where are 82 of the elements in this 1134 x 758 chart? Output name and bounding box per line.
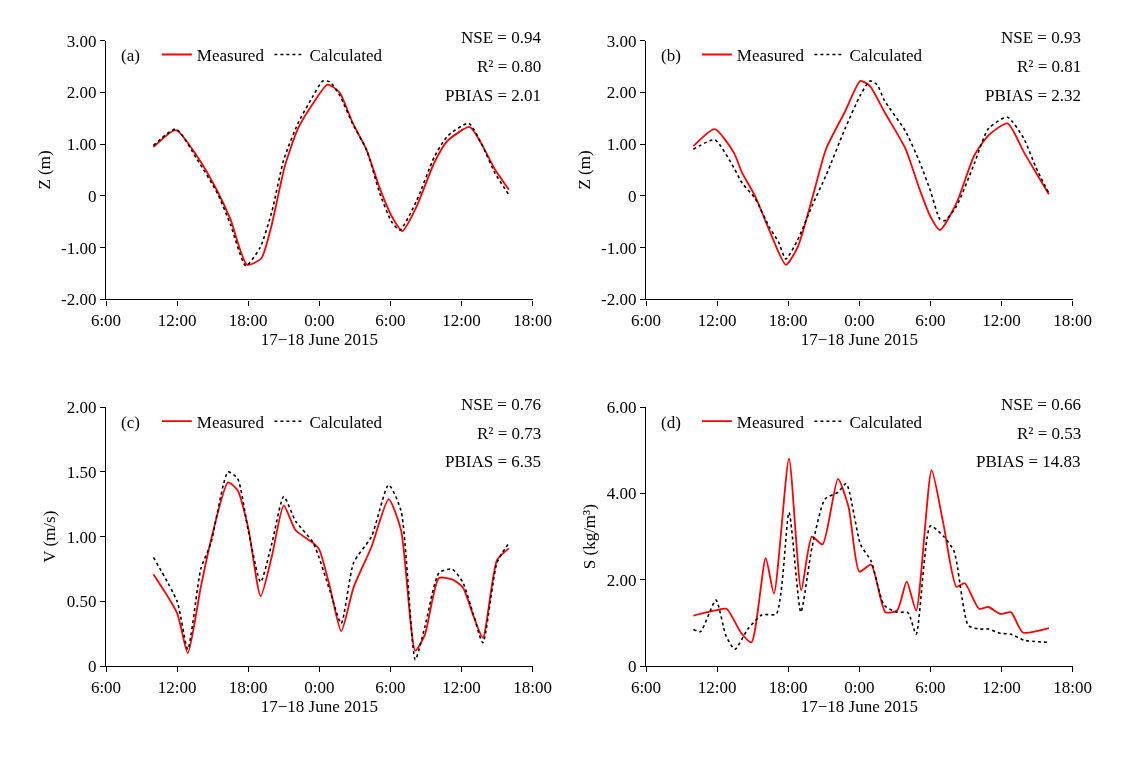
annotation: (d) — [661, 413, 681, 432]
y-tick-label: 2.00 — [606, 570, 637, 590]
y-tick-label: 0.50 — [66, 592, 97, 612]
y-tick-label: -2.00 — [61, 290, 97, 310]
y-tick-label: 3.00 — [66, 31, 97, 51]
y-tick-label: 0 — [88, 657, 97, 677]
y-axis-title: Z (m) — [574, 150, 594, 190]
x-tick-label: 0:00 — [844, 310, 875, 330]
x-tick-label: 6:00 — [90, 310, 122, 330]
legend-label: Measured — [196, 412, 265, 432]
annotation: PBIAS = 6.35 — [445, 452, 542, 471]
annotation: (a) — [121, 46, 140, 65]
y-tick-label: 2.00 — [66, 398, 97, 418]
x-tick-label: 12:00 — [697, 310, 737, 330]
annotation: NSE = 0.93 — [1001, 28, 1081, 47]
legend-label: Measured — [196, 46, 265, 66]
y-tick-label: 1.50 — [66, 462, 97, 482]
y-tick-label: 2.00 — [606, 83, 637, 103]
x-tick-label: 6:00 — [375, 677, 406, 697]
y-tick-label: 1.00 — [606, 135, 637, 155]
y-axis-title: S (kg/m³) — [580, 504, 600, 570]
x-tick-label: 12:00 — [982, 677, 1021, 697]
legend-label: Measured — [736, 46, 805, 66]
x-tick-label: 12:00 — [442, 677, 481, 697]
annotation: R² = 0.81 — [1017, 57, 1082, 76]
legend-label: Measured — [736, 412, 805, 432]
y-tick-label: 2.00 — [66, 83, 97, 103]
x-tick-label: 18:00 — [768, 310, 808, 330]
x-tick-label: 18:00 — [513, 310, 552, 330]
y-axis-title: Z (m) — [34, 150, 54, 190]
y-tick-label: 4.00 — [606, 484, 637, 504]
x-tick-label: 12:00 — [442, 310, 481, 330]
x-tick-label: 12:00 — [982, 310, 1021, 330]
x-tick-label: 6:00 — [90, 677, 122, 697]
x-tick-label: 18:00 — [1053, 310, 1092, 330]
annotation: R² = 0.53 — [1017, 424, 1082, 443]
legend-label: Calculated — [849, 46, 923, 66]
annotation: (b) — [661, 46, 681, 65]
x-tick-label: 6:00 — [915, 677, 946, 697]
line-series — [692, 482, 1050, 651]
x-tick-label: 18:00 — [1053, 677, 1092, 697]
annotation: NSE = 0.66 — [1001, 395, 1081, 414]
x-tick-label: 18:00 — [513, 677, 552, 697]
x-axis-title: 17−18 June 2015 — [260, 697, 378, 716]
y-tick-label: 0 — [88, 186, 97, 206]
y-axis-title: V (m/s) — [40, 510, 60, 563]
x-tick-label: 6:00 — [630, 310, 662, 330]
y-tick-label: 1.00 — [66, 527, 97, 547]
annotation: R² = 0.73 — [477, 424, 542, 443]
annotation: (c) — [121, 413, 140, 432]
x-tick-label: 12:00 — [157, 310, 197, 330]
legend-label: Calculated — [309, 46, 383, 66]
annotation: R² = 0.80 — [477, 57, 542, 76]
annotation: PBIAS = 2.01 — [445, 86, 542, 105]
x-tick-label: 18:00 — [228, 677, 268, 697]
legend-label: Calculated — [309, 412, 383, 432]
x-axis-title: 17−18 June 2015 — [800, 330, 918, 350]
y-tick-label: 3.00 — [606, 31, 637, 51]
legend-label: Calculated — [849, 412, 923, 432]
y-tick-label: -1.00 — [601, 238, 637, 258]
x-tick-label: 12:00 — [157, 677, 197, 697]
x-axis-title: 17−18 June 2015 — [260, 330, 378, 350]
x-tick-label: 6:00 — [375, 310, 406, 330]
y-tick-label: 1.00 — [66, 135, 97, 155]
x-tick-label: 18:00 — [228, 310, 268, 330]
annotation: NSE = 0.76 — [461, 395, 541, 414]
x-tick-label: 18:00 — [768, 677, 808, 697]
x-tick-label: 6:00 — [630, 677, 662, 697]
x-tick-label: 6:00 — [915, 310, 946, 330]
x-tick-label: 0:00 — [304, 310, 335, 330]
annotation: PBIAS = 2.32 — [985, 86, 1082, 105]
annotation: PBIAS = 14.83 — [976, 452, 1081, 471]
y-tick-label: -1.00 — [61, 238, 97, 258]
x-tick-label: 0:00 — [304, 677, 335, 697]
annotation: NSE = 0.94 — [461, 28, 542, 47]
y-tick-label: -2.00 — [601, 290, 637, 310]
x-tick-label: 12:00 — [697, 677, 737, 697]
y-tick-label: 0 — [628, 657, 637, 677]
y-tick-label: 0 — [628, 186, 637, 206]
x-tick-label: 0:00 — [844, 677, 875, 697]
y-tick-label: 6.00 — [606, 398, 637, 418]
x-axis-title: 17−18 June 2015 — [800, 697, 918, 716]
